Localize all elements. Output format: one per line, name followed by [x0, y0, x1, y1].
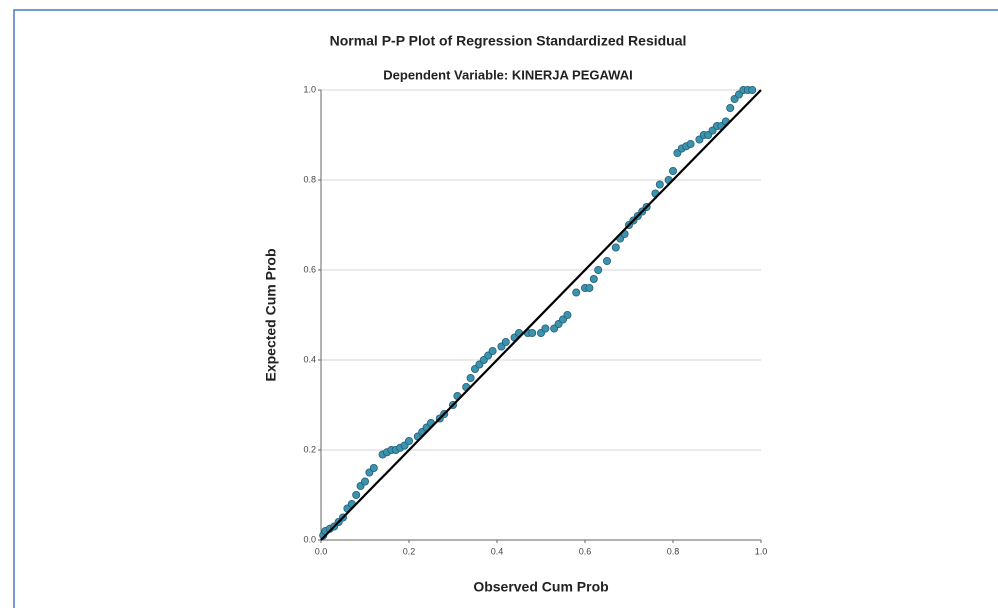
point	[573, 289, 580, 296]
point	[467, 374, 474, 381]
point	[564, 311, 571, 318]
y-tick-label: 1.0	[303, 84, 316, 94]
point	[669, 167, 676, 174]
x-tick-label: 0.8	[667, 546, 680, 556]
y-tick-label: 0.0	[303, 534, 316, 544]
page: Normal P-P Plot of Regression Standardiz…	[0, 0, 998, 608]
point	[586, 284, 593, 291]
point	[353, 491, 360, 498]
x-tick-label: 0.4	[491, 546, 504, 556]
point	[361, 478, 368, 485]
background	[0, 0, 998, 608]
chart-subtitle: Dependent Variable: KINERJA PEGAWAI	[383, 67, 632, 82]
point	[612, 244, 619, 251]
point	[542, 325, 549, 332]
y-axis-label: Expected Cum Prob	[263, 248, 279, 381]
point	[749, 86, 756, 93]
chart-title: Normal P-P Plot of Regression Standardiz…	[330, 33, 687, 49]
x-tick-label: 1.0	[755, 546, 768, 556]
point	[529, 329, 536, 336]
x-tick-label: 0.6	[579, 546, 592, 556]
point	[687, 140, 694, 147]
x-tick-label: 0.0	[315, 546, 328, 556]
x-axis-label: Observed Cum Prob	[473, 579, 608, 595]
chart: Normal P-P Plot of Regression Standardiz…	[0, 0, 998, 608]
x-tick-label: 0.2	[403, 546, 416, 556]
point	[727, 104, 734, 111]
point	[370, 464, 377, 471]
y-tick-label: 0.4	[303, 354, 316, 364]
y-tick-label: 0.2	[303, 444, 316, 454]
point	[502, 338, 509, 345]
y-tick-label: 0.6	[303, 264, 316, 274]
point	[489, 347, 496, 354]
point	[590, 275, 597, 282]
point	[656, 181, 663, 188]
y-tick-label: 0.8	[303, 174, 316, 184]
point	[603, 257, 610, 264]
point	[595, 266, 602, 273]
point	[405, 437, 412, 444]
